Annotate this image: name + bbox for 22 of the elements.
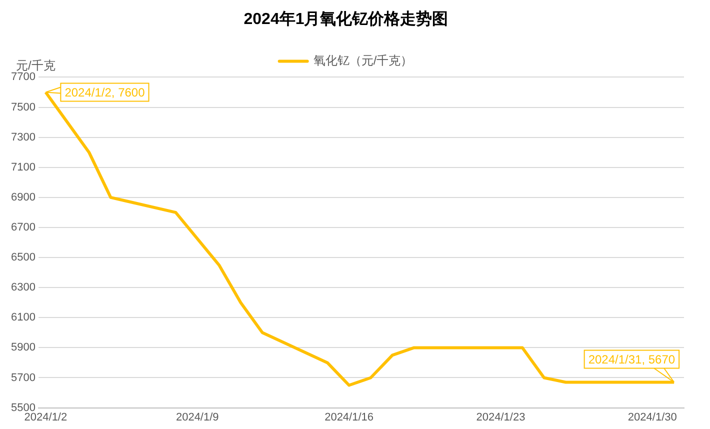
annotation: 2024/1/31, 5670 xyxy=(588,352,676,367)
y-tick-label: 6500 xyxy=(10,252,36,264)
y-tick-label: 5500 xyxy=(10,402,36,414)
y-tick-label: 6900 xyxy=(10,191,36,204)
x-tick-label: 2024/1/9 xyxy=(176,411,219,424)
y-tick-label: 7700 xyxy=(10,71,36,84)
y-tick-label: 5700 xyxy=(10,372,36,384)
y-axis-title: 元/千克 xyxy=(16,58,56,72)
x-tick-label: 2024/1/30 xyxy=(628,411,677,424)
y-tick-label: 5900 xyxy=(10,342,36,354)
y-tick-label: 6100 xyxy=(10,312,36,324)
y-tick-label: 7300 xyxy=(10,131,36,144)
y-tick-label: 7500 xyxy=(10,101,36,114)
legend-label: 氧化钇（元/千克） xyxy=(313,54,413,68)
y-tick-label: 6300 xyxy=(10,282,36,294)
x-tick-label: 2024/1/23 xyxy=(476,411,526,424)
annotation: 2024/1/2, 7600 xyxy=(64,86,146,100)
y-tick-label: 7100 xyxy=(10,161,36,174)
x-tick-label: 2024/1/16 xyxy=(324,411,374,424)
x-tick-label: 2024/1/2 xyxy=(24,411,68,424)
y-tick-label: 6700 xyxy=(10,222,36,234)
chart-title: 2024年1月氧化钇价格走势图 xyxy=(244,10,448,28)
